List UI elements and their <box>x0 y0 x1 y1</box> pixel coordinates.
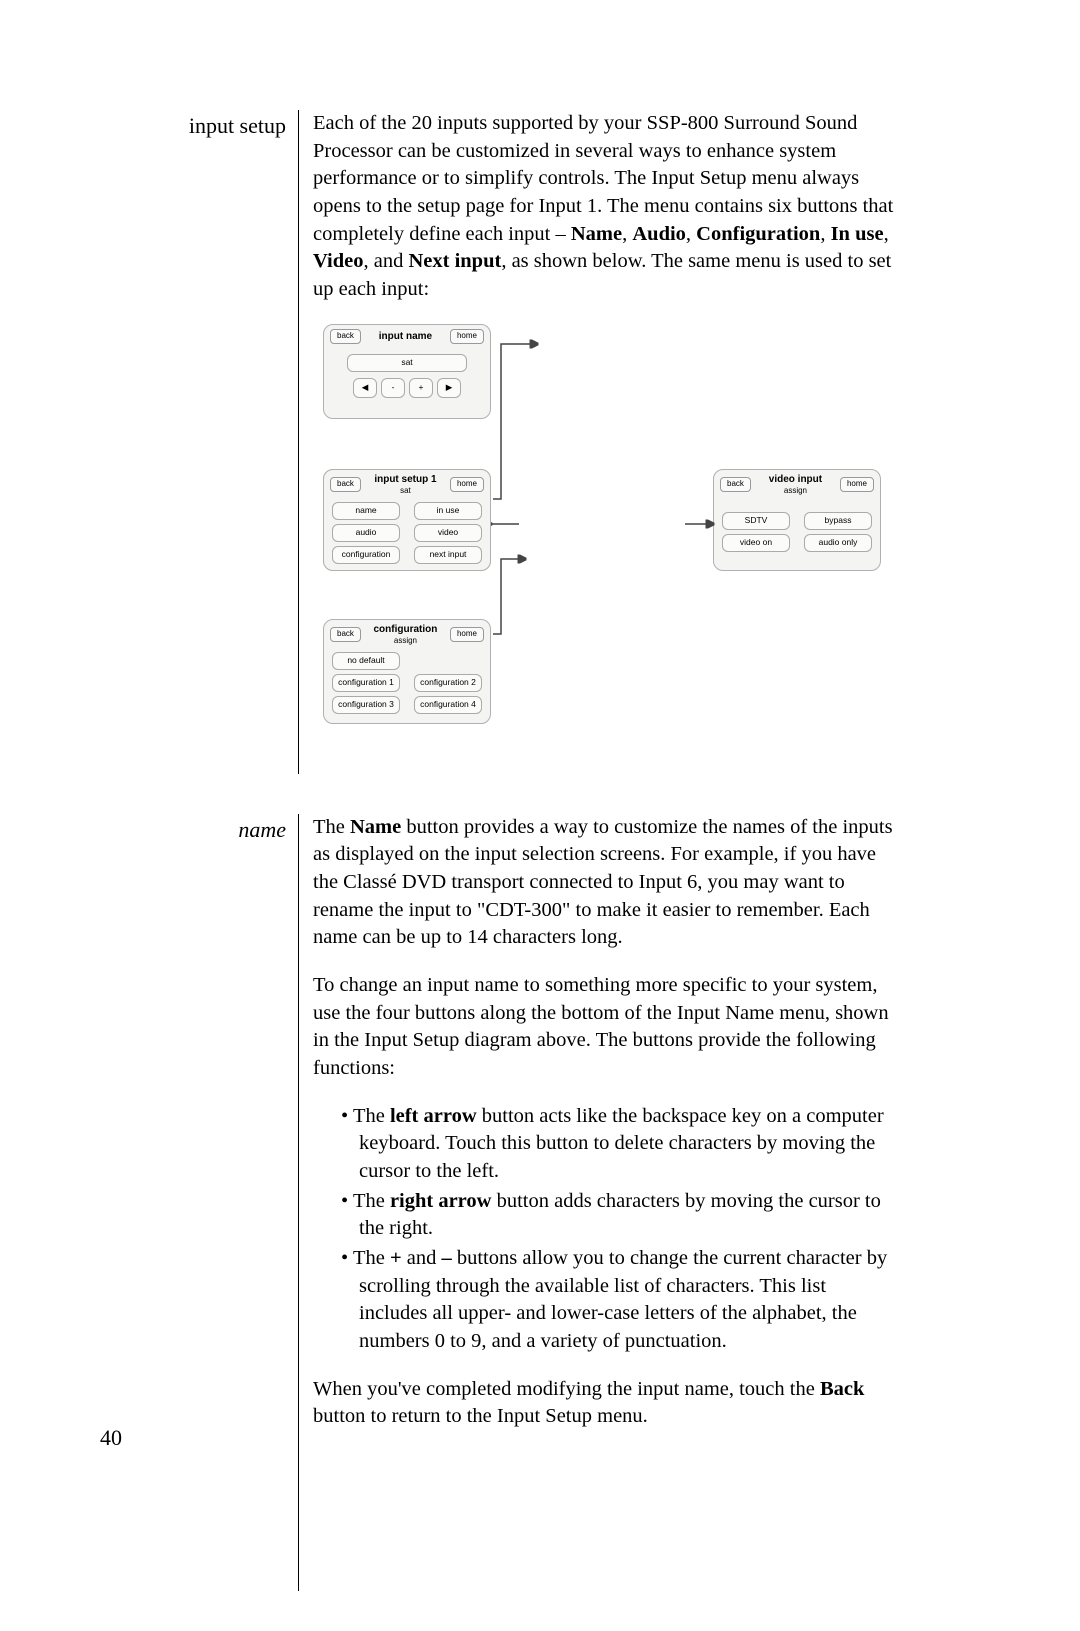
intro-paragraph: Each of the 20 inputs supported by your … <box>313 110 899 304</box>
inuse-button[interactable]: in use <box>414 502 482 520</box>
name-p3: When you've completed modifying the inpu… <box>313 1376 899 1431</box>
bypass-button[interactable]: bypass <box>804 512 872 530</box>
panel-input-setup-1: back input setup 1sat home name in use a… <box>323 469 491 571</box>
back-button[interactable]: back <box>720 477 751 492</box>
heading-name: name <box>0 814 298 845</box>
name-p2: To change an input name to something mor… <box>313 972 899 1083</box>
back-button[interactable]: back <box>330 477 361 492</box>
next-input-button[interactable]: next input <box>414 546 482 564</box>
heading-input-setup: input setup <box>0 110 298 141</box>
arrow-config <box>491 554 541 674</box>
button-functions-list: The left arrow button acts like the back… <box>313 1103 899 1356</box>
arrow-audio <box>491 519 521 529</box>
set-button[interactable]: sat <box>347 354 467 372</box>
video-button[interactable]: video <box>414 524 482 542</box>
plus-button[interactable]: + <box>409 378 433 398</box>
home-button[interactable]: home <box>450 329 484 344</box>
config1-button[interactable]: configuration 1 <box>332 674 400 692</box>
right-arrow-button[interactable]: ▶ <box>437 378 461 398</box>
list-item: The left arrow button acts like the back… <box>341 1103 899 1186</box>
sdtv-button[interactable]: SDTV <box>722 512 790 530</box>
config3-button[interactable]: configuration 3 <box>332 696 400 714</box>
arrow-name <box>491 324 541 574</box>
configuration-button[interactable]: configuration <box>332 546 400 564</box>
input-setup-diagram: back input name home sat ◀ - + ▶ <box>323 324 893 764</box>
name-p1: The Name button provides a way to custom… <box>313 814 899 952</box>
back-button[interactable]: back <box>330 627 361 642</box>
list-item: The right arrow button adds characters b… <box>341 1188 899 1243</box>
body-input-setup: Each of the 20 inputs supported by your … <box>299 110 899 774</box>
panel-configuration: back configurationassign home no default… <box>323 619 491 724</box>
list-item: The + and – buttons allow you to change … <box>341 1245 899 1356</box>
body-name: The Name button provides a way to custom… <box>299 814 899 1591</box>
left-arrow-button[interactable]: ◀ <box>353 378 377 398</box>
arrow-video <box>685 519 715 529</box>
home-button[interactable]: home <box>840 477 874 492</box>
config4-button[interactable]: configuration 4 <box>414 696 482 714</box>
panel-video-input: back video inputassign home SDTV bypass … <box>713 469 881 571</box>
minus-button[interactable]: - <box>381 378 405 398</box>
audio-button[interactable]: audio <box>332 524 400 542</box>
videoon-button[interactable]: video on <box>722 534 790 552</box>
config2-button[interactable]: configuration 2 <box>414 674 482 692</box>
back-button[interactable]: back <box>330 329 361 344</box>
page-number: 40 <box>100 1425 122 1451</box>
home-button[interactable]: home <box>450 627 484 642</box>
nodefault-button[interactable]: no default <box>332 652 400 670</box>
home-button[interactable]: home <box>450 477 484 492</box>
panel-input-name: back input name home sat ◀ - + ▶ <box>323 324 491 419</box>
audioonly-button[interactable]: audio only <box>804 534 872 552</box>
name-button[interactable]: name <box>332 502 400 520</box>
